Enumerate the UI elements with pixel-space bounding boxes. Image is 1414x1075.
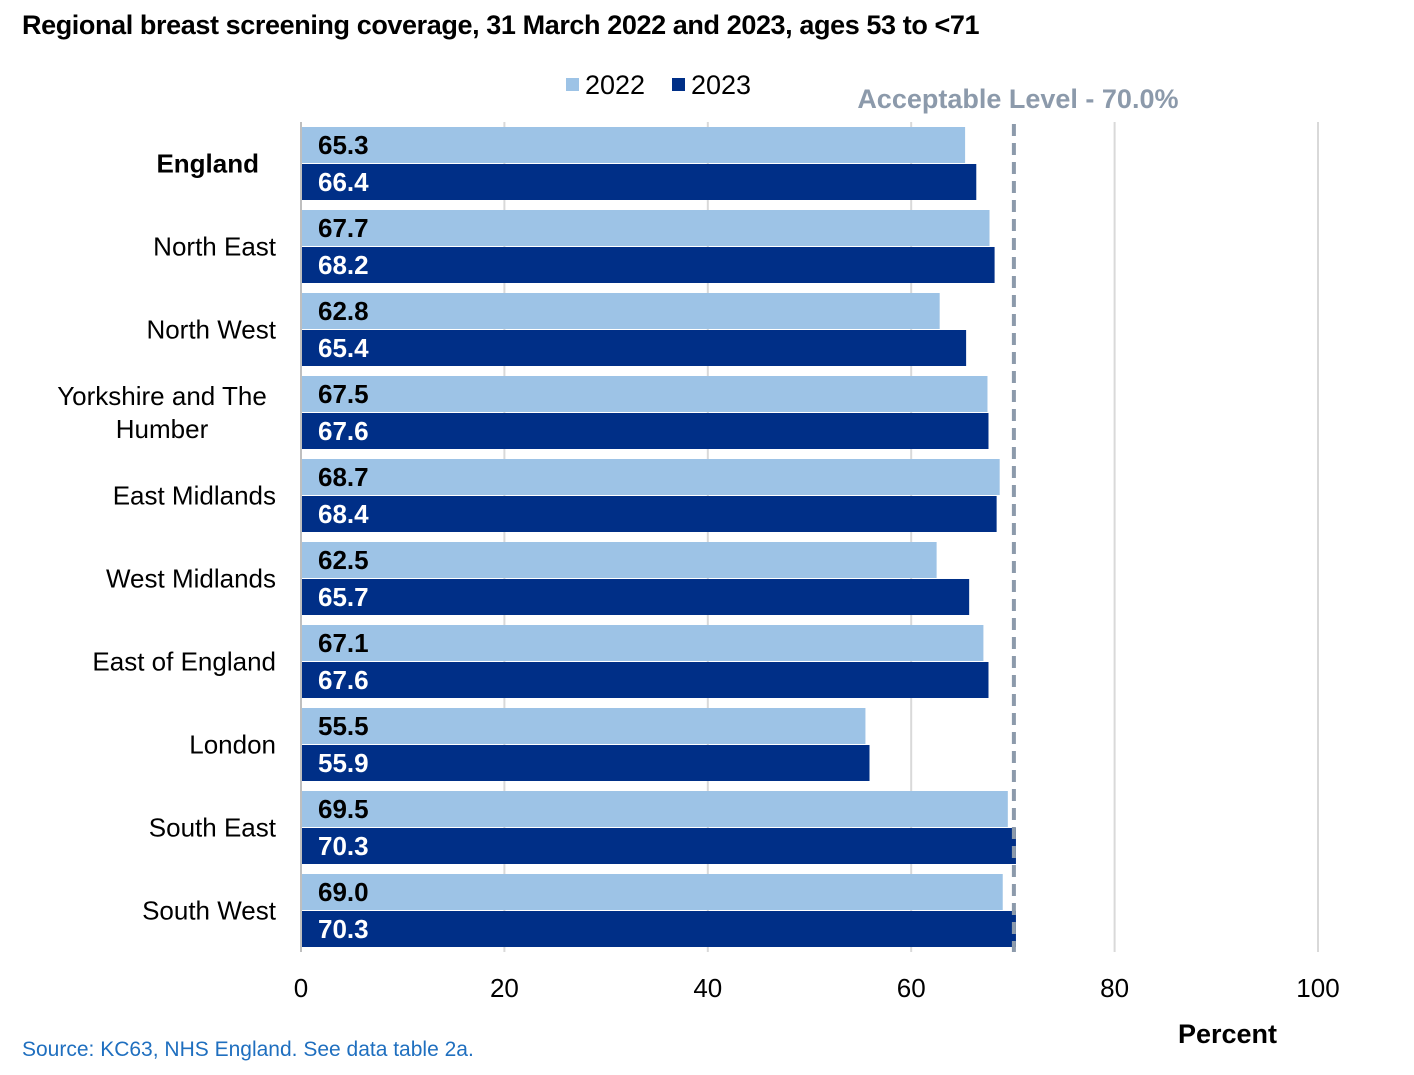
bar-2022 (301, 708, 866, 744)
data-label-2022: 67.7 (318, 213, 369, 243)
bar-2023 (301, 496, 997, 532)
x-tick-label: 100 (1296, 973, 1339, 1003)
data-label-2022: 62.5 (318, 545, 369, 575)
bar-2023 (301, 911, 1016, 947)
data-label-2023: 66.4 (318, 167, 369, 197)
data-label-2022: 67.5 (318, 379, 369, 409)
bar-2023 (301, 745, 870, 781)
x-tick-label: 0 (294, 973, 308, 1003)
data-label-2023: 65.7 (318, 582, 369, 612)
x-tick-label: 20 (490, 973, 519, 1003)
data-label-2022: 69.0 (318, 877, 369, 907)
legend-label-2023: 2023 (691, 70, 751, 100)
bar-2023 (301, 330, 967, 366)
reference-line-label: Acceptable Level - 70.0% (857, 84, 1178, 114)
data-label-2023: 70.3 (318, 831, 369, 861)
category-label: South West (142, 896, 277, 926)
category-label: West Midlands (106, 564, 276, 594)
legend-swatch-2023 (672, 78, 685, 91)
category-label: East of England (92, 647, 276, 677)
category-label: England (156, 149, 259, 179)
bar-2023 (301, 164, 977, 200)
bar-2022 (301, 625, 984, 661)
legend-label-2022: 2022 (585, 70, 645, 100)
data-label-2022: 67.1 (318, 628, 369, 658)
x-tick-label: 60 (897, 973, 926, 1003)
category-label: North West (146, 315, 276, 345)
bar-2022 (301, 127, 966, 163)
bar-2022 (301, 874, 1003, 910)
bar-2022 (301, 459, 1000, 495)
data-label-2023: 68.4 (318, 499, 369, 529)
data-label-2022: 62.8 (318, 296, 369, 326)
data-label-2022: 68.7 (318, 462, 369, 492)
data-label-2022: 55.5 (318, 711, 369, 741)
bar-2023 (301, 828, 1016, 864)
x-tick-label: 40 (693, 973, 722, 1003)
bar-2022 (301, 210, 990, 246)
category-label: Humber (116, 414, 209, 444)
bar-2023 (301, 662, 989, 698)
x-axis-title: Percent (1178, 1019, 1277, 1049)
category-label: South East (149, 813, 277, 843)
bar-2022 (301, 542, 937, 578)
bar-2023 (301, 247, 995, 283)
data-label-2023: 67.6 (318, 665, 369, 695)
bar-2022 (301, 293, 940, 329)
bar-2022 (301, 376, 988, 412)
data-label-2023: 70.3 (318, 914, 369, 944)
x-tick-label: 80 (1100, 973, 1129, 1003)
data-label-2023: 55.9 (318, 748, 369, 778)
category-label: East Midlands (113, 481, 276, 511)
data-label-2023: 65.4 (318, 333, 369, 363)
category-label: Yorkshire and The (57, 381, 267, 411)
data-label-2023: 68.2 (318, 250, 369, 280)
bar-2022 (301, 791, 1008, 827)
bar-2023 (301, 413, 989, 449)
data-label-2022: 65.3 (318, 130, 369, 160)
category-label: North East (153, 232, 277, 262)
data-label-2022: 69.5 (318, 794, 369, 824)
chart-title: Regional breast screening coverage, 31 M… (22, 10, 980, 40)
source-note: Source: KC63, NHS England. See data tabl… (22, 1038, 474, 1061)
data-label-2023: 67.6 (318, 416, 369, 446)
legend-swatch-2022 (566, 78, 579, 91)
bar-2023 (301, 579, 970, 615)
category-label: London (189, 730, 276, 760)
